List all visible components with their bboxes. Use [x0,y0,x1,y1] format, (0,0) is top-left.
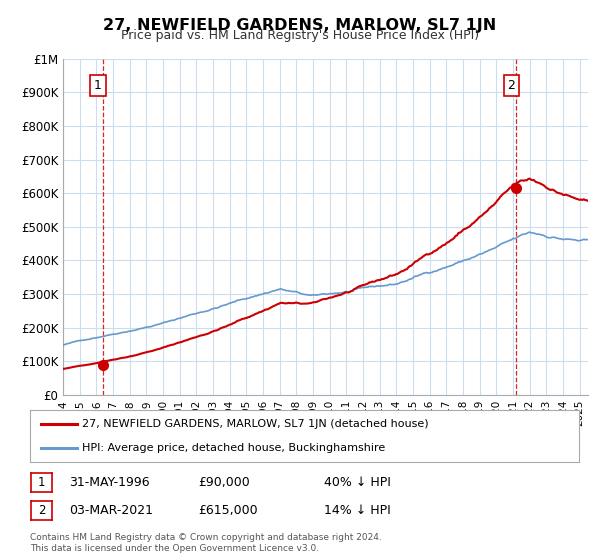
Text: 14% ↓ HPI: 14% ↓ HPI [324,504,391,517]
Text: £615,000: £615,000 [198,504,257,517]
Text: 27, NEWFIELD GARDENS, MARLOW, SL7 1JN: 27, NEWFIELD GARDENS, MARLOW, SL7 1JN [103,18,497,33]
Text: Price paid vs. HM Land Registry's House Price Index (HPI): Price paid vs. HM Land Registry's House … [121,29,479,42]
Text: 2: 2 [38,504,45,517]
Text: 2: 2 [508,79,515,92]
Text: 03-MAR-2021: 03-MAR-2021 [69,504,153,517]
Text: 40% ↓ HPI: 40% ↓ HPI [324,476,391,489]
Text: 31-MAY-1996: 31-MAY-1996 [69,476,149,489]
Text: HPI: Average price, detached house, Buckinghamshire: HPI: Average price, detached house, Buck… [82,443,385,453]
Text: 1: 1 [38,476,45,489]
Text: £90,000: £90,000 [198,476,250,489]
Text: Contains HM Land Registry data © Crown copyright and database right 2024.: Contains HM Land Registry data © Crown c… [30,533,382,542]
Text: This data is licensed under the Open Government Licence v3.0.: This data is licensed under the Open Gov… [30,544,319,553]
Text: 1: 1 [94,79,102,92]
Text: 27, NEWFIELD GARDENS, MARLOW, SL7 1JN (detached house): 27, NEWFIELD GARDENS, MARLOW, SL7 1JN (d… [82,419,429,430]
